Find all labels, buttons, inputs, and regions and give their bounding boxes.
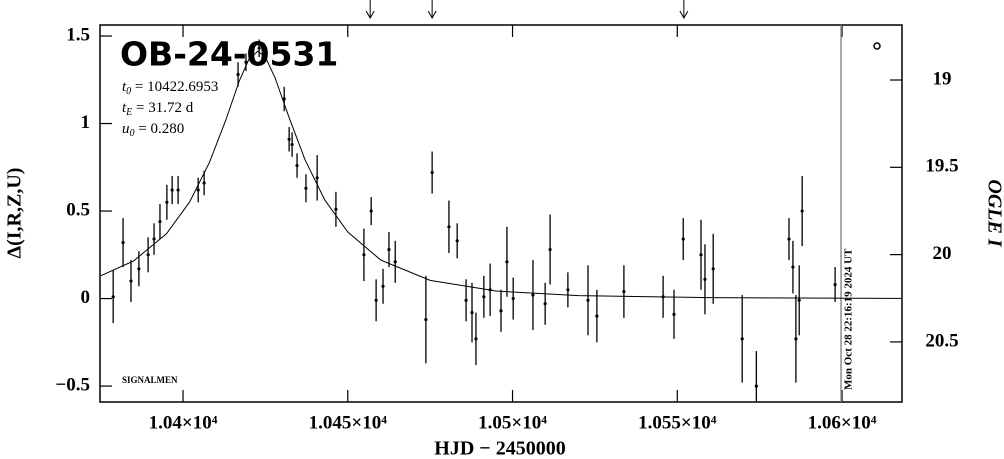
data-point [531,293,535,297]
data-point [800,209,804,213]
data-point [586,298,590,302]
data-point [447,225,451,229]
data-point [374,298,378,302]
data-point [791,265,795,269]
data-point [290,142,294,147]
x-tick-label: 1.06×10⁴ [808,412,877,433]
y-tick-label: 1 [81,112,91,133]
data-point [387,247,391,252]
y-tick-label: 1.5 [66,24,90,45]
data-point [672,312,676,316]
param-symbol: t [122,79,127,95]
data-point [474,337,478,341]
data-point [548,247,552,252]
y2-tick-label: 19 [933,68,952,89]
data-point [430,170,434,175]
data-point [137,267,141,271]
data-point [595,314,599,318]
x-tick-label: 1.05×10⁴ [478,412,547,433]
y2-tick-label: 20 [933,243,952,264]
data-point [111,295,115,299]
data-point [464,298,468,302]
data-point [257,46,261,50]
plot-frame [99,24,903,403]
y2-axis-label: OGLE I [983,179,1004,247]
data-point [681,237,685,241]
data-point [304,186,308,190]
param-value: = 0.280 [135,121,185,137]
event-arrow [365,0,375,20]
model-curve [100,50,902,299]
data-point [754,384,758,388]
data-point [165,200,169,204]
data-point [622,289,626,294]
fit-parameter: t0 = 10422.6953 [122,79,218,97]
y-tick-label: −0.5 [55,374,90,395]
fit-parameter: tE = 31.72 d [122,100,194,118]
y-tick-label: 0 [81,287,91,308]
y2-tick-label: 19.5 [925,156,958,177]
data-point [202,181,206,185]
data-point [703,277,707,281]
event-arrow [679,0,689,20]
data-point [740,337,744,341]
data-point [170,188,174,192]
param-subscript: E [125,107,132,118]
data-point [543,302,547,306]
data-point [121,240,125,245]
data-point [787,237,791,241]
data-point [482,295,486,299]
data-point [282,97,286,101]
data-point [196,188,200,192]
data-point [511,296,515,301]
data-point [295,163,299,168]
x-tick-label: 1.04×10⁴ [149,412,218,433]
x-tick-label: 1.055×10⁴ [638,412,717,433]
data-point [315,176,319,180]
data-point [794,337,798,341]
data-point [505,260,509,264]
x-axis-label: HJD − 2450000 [434,438,565,459]
y-axis-label: Δ(I,R,Z,U) [4,168,26,259]
data-point [129,279,133,283]
param-value: = 10422.6953 [131,79,218,95]
data-point [236,72,240,77]
data-point [797,298,801,302]
param-value: = 31.72 d [132,100,193,116]
data-point [158,219,162,224]
data-point [424,317,428,322]
param-symbol: t [122,100,127,116]
data-point [455,239,459,243]
y-tick-label: 0.5 [66,199,90,220]
data-point [152,237,156,241]
marker-symbol [873,42,881,50]
param-subscript: 0 [130,128,135,139]
data-point [381,284,385,288]
data-point [393,260,397,264]
param-subscript: 0 [126,86,131,97]
data-point [362,253,366,257]
data-point [146,253,150,257]
y2-tick-label: 20.5 [925,330,958,351]
fit-parameter: u0 = 0.280 [122,121,184,139]
event-arrow [427,0,437,20]
x-tick-label: 1.045×10⁴ [309,412,388,433]
data-point [176,188,180,192]
data-point [287,137,291,141]
data-point [470,310,474,315]
data-point [711,267,715,271]
data-point [566,288,570,292]
data-point [699,253,703,257]
data-point [833,282,837,287]
data-point [334,207,338,211]
chart-title: OB-24-0531 [120,35,338,74]
annotation: SIGNALMEN [122,375,178,385]
data-point [499,309,503,313]
data-point [369,209,373,213]
date-stamp: Mon Oct 28 22:16:19 2024 UT [843,248,855,390]
param-symbol: u [122,121,130,137]
